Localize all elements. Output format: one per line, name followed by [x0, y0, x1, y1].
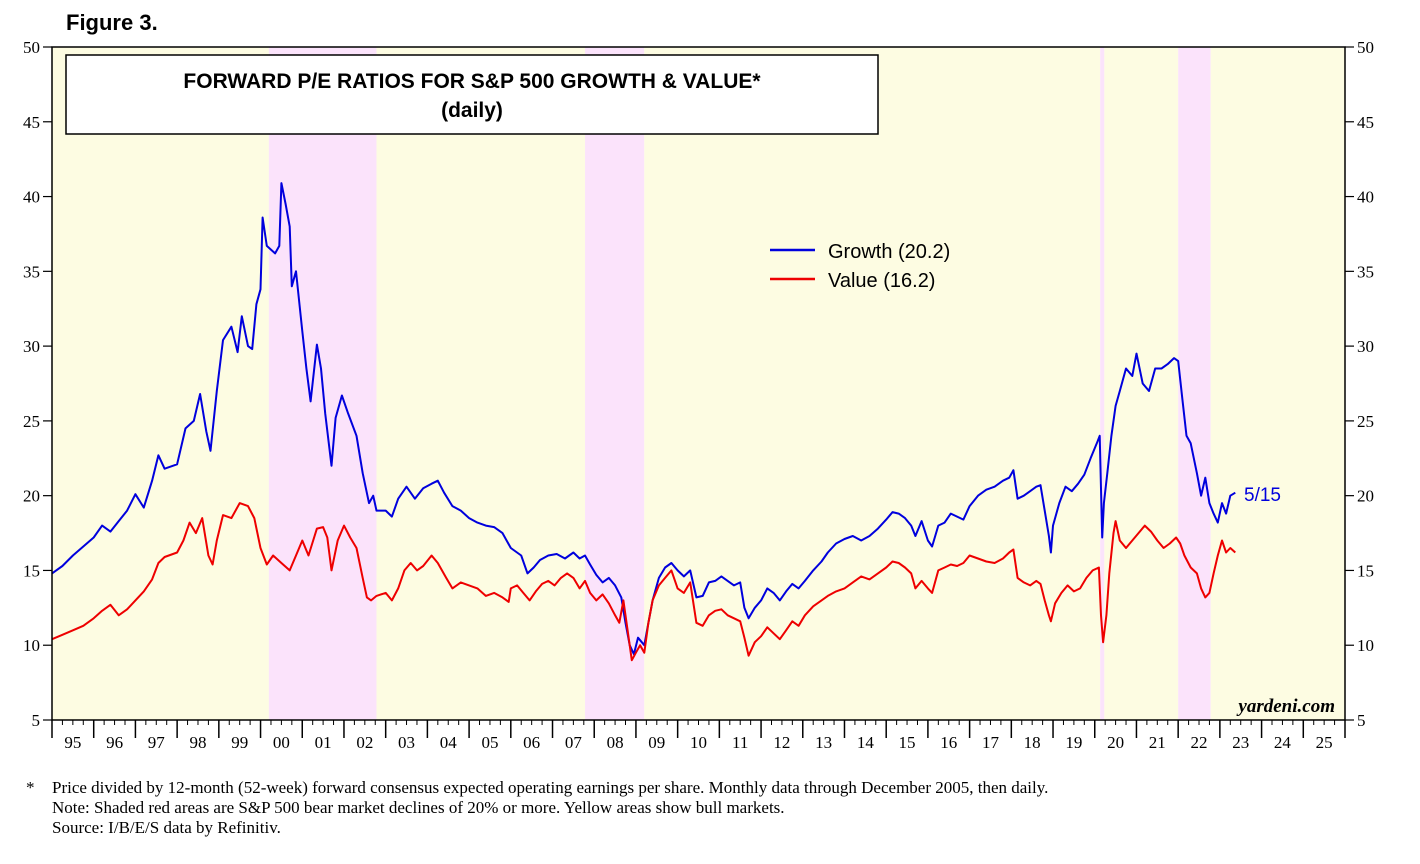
y-tick-label-left: 45: [23, 113, 40, 132]
x-tick-label: 11: [732, 733, 748, 752]
x-tick-label: 21: [1149, 733, 1166, 752]
watermark: yardeni.com: [1236, 696, 1335, 717]
axes: 5 5 10 10 15 15 20 20 25 25 30 30 35 35 40 40 45 45 50 50 95…: [23, 38, 1374, 752]
x-tick-label: 02: [356, 733, 373, 752]
x-tick-label: 04: [440, 733, 458, 752]
y-tick-label-left: 20: [23, 487, 40, 506]
y-tick-label-left: 15: [23, 561, 40, 580]
end-date-annotation: 5/15: [1244, 485, 1281, 506]
x-tick-label: 96: [106, 733, 123, 752]
y-tick-label-left: 50: [23, 38, 40, 57]
x-tick-label: 16: [940, 733, 957, 752]
x-tick-label: 10: [690, 733, 707, 752]
y-tick-label-left: 40: [23, 188, 40, 207]
y-tick-label-right: 20: [1357, 487, 1374, 506]
y-tick-label-left: 35: [23, 262, 40, 281]
x-tick-label: 24: [1274, 733, 1292, 752]
bull-market-region: [644, 47, 1101, 720]
bear-market-region: [1178, 47, 1211, 720]
x-tick-label: 07: [565, 733, 583, 752]
market-regions: [52, 47, 1345, 720]
bull-market-region: [376, 47, 586, 720]
y-tick-label-right: 50: [1357, 38, 1374, 57]
footnotes: * Price divided by 12-month (52-week) for…: [26, 778, 1048, 838]
x-tick-label: 08: [607, 733, 624, 752]
x-tick-label: 18: [1024, 733, 1041, 752]
footnote-line-2: Note: Shaded red areas are S&P 500 bear …: [52, 798, 785, 817]
value-series-line: [51, 502, 1236, 662]
x-tick-label: 97: [148, 733, 166, 752]
x-tick-label: 03: [398, 733, 415, 752]
x-tick-label: 25: [1316, 733, 1333, 752]
x-tick-label: 06: [523, 733, 540, 752]
y-tick-label-right: 15: [1357, 561, 1374, 580]
series-layer: [51, 182, 1236, 662]
x-tick-label: 01: [315, 733, 332, 752]
legend-growth-label: Growth (20.2): [828, 241, 950, 263]
x-tick-label: 14: [857, 733, 875, 752]
legend: Growth (20.2) Value (16.2): [770, 241, 950, 292]
x-tick-label: 13: [815, 733, 832, 752]
y-tick-label-left: 5: [32, 711, 41, 730]
bull-market-region: [1210, 47, 1345, 720]
footnote-star: *: [26, 778, 35, 797]
footnote-line-1: * Price divided by 12-month (52-week) for…: [26, 778, 1048, 798]
y-tick-label-right: 5: [1357, 711, 1366, 730]
y-tick-label-right: 35: [1357, 262, 1374, 281]
x-tick-label: 99: [231, 733, 248, 752]
chart-subtitle: (daily): [441, 99, 503, 122]
x-tick-label: 20: [1107, 733, 1124, 752]
y-tick-label-left: 30: [23, 337, 40, 356]
y-tick-label-right: 40: [1357, 188, 1374, 207]
footnote-line-3: Source: I/B/E/S data by Refinitiv.: [52, 818, 281, 837]
x-tick-label: 09: [648, 733, 665, 752]
x-tick-label: 22: [1191, 733, 1208, 752]
chart-title: FORWARD P/E RATIOS FOR S&P 500 GROWTH & …: [183, 70, 761, 93]
legend-value-label: Value (16.2): [828, 270, 935, 292]
x-tick-label: 95: [64, 733, 81, 752]
bull-market-region: [52, 47, 269, 720]
y-tick-label-left: 25: [23, 412, 40, 431]
x-tick-label: 00: [273, 733, 290, 752]
y-tick-label-right: 25: [1357, 412, 1374, 431]
bear-market-region: [585, 47, 645, 720]
footnote-text-1: Price divided by 12-month (52-week) forw…: [52, 778, 1049, 797]
pe-ratio-chart: 5 5 10 10 15 15 20 20 25 25 30 30 35 35 40 40 45 45 50 50 95…: [23, 38, 1374, 752]
x-tick-label: 17: [982, 733, 1000, 752]
y-tick-label-right: 30: [1357, 337, 1374, 356]
x-tick-label: 15: [899, 733, 916, 752]
x-tick-label: 23: [1232, 733, 1249, 752]
x-tick-label: 98: [189, 733, 206, 752]
x-tick-label: 19: [1065, 733, 1082, 752]
growth-series-line: [51, 182, 1236, 656]
figure-label: Figure 3.: [66, 10, 158, 35]
y-tick-label-right: 10: [1357, 636, 1374, 655]
bull-market-region: [1104, 47, 1179, 720]
y-tick-label-right: 45: [1357, 113, 1374, 132]
title-box: FORWARD P/E RATIOS FOR S&P 500 GROWTH & …: [65, 54, 879, 135]
x-tick-label: 12: [773, 733, 790, 752]
x-tick-label: 05: [481, 733, 498, 752]
bear-market-region: [1100, 47, 1105, 720]
y-tick-label-left: 10: [23, 636, 40, 655]
